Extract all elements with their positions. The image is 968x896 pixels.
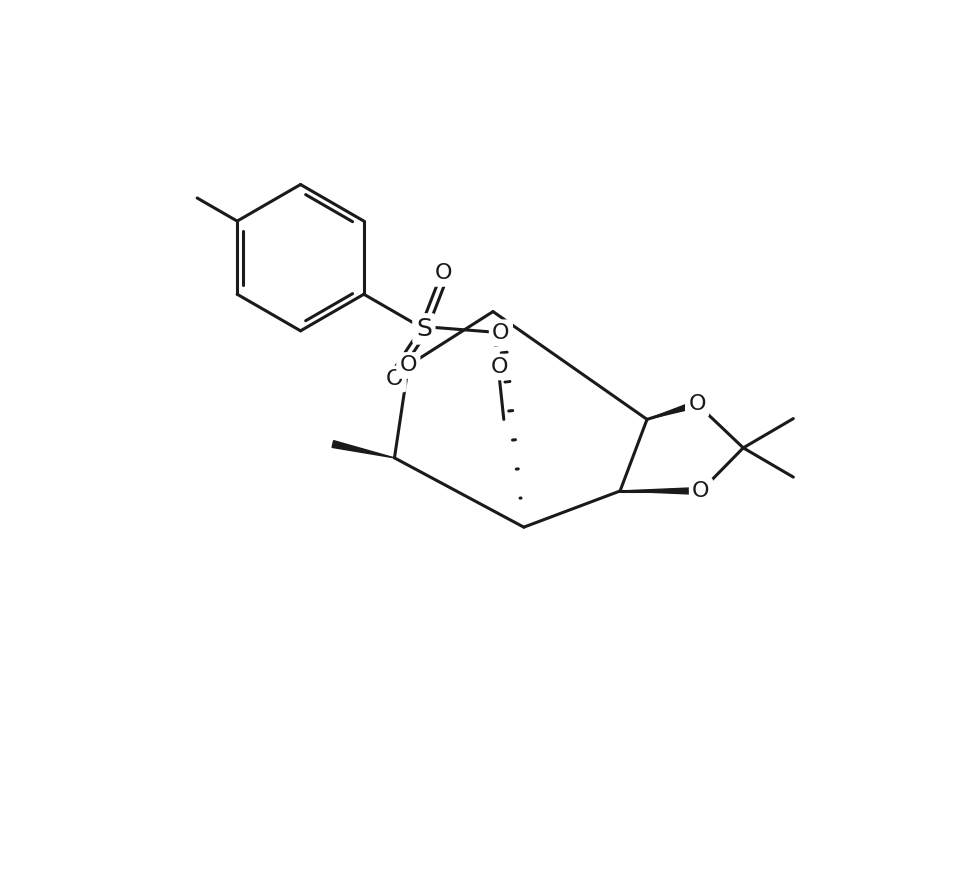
Text: O: O: [492, 323, 509, 343]
Polygon shape: [647, 401, 698, 419]
Polygon shape: [332, 441, 395, 458]
Text: O: O: [386, 369, 404, 389]
Text: O: O: [400, 356, 417, 375]
Text: S: S: [416, 317, 432, 340]
Text: O: O: [491, 357, 508, 377]
Polygon shape: [620, 487, 701, 495]
Text: O: O: [692, 481, 710, 501]
Text: O: O: [435, 263, 452, 283]
Text: O: O: [688, 394, 706, 414]
